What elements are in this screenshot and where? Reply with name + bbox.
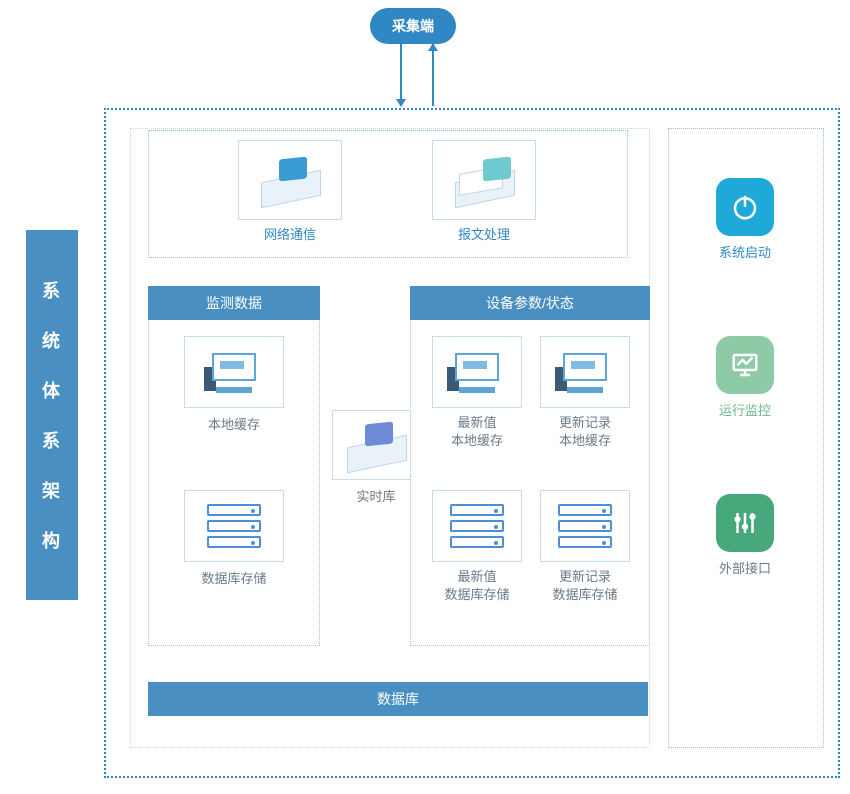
update-cache-card (540, 336, 630, 408)
local-cache-label: 本地缓存 (160, 416, 308, 434)
sidebar-title: 系 统 体 系 架 构 (26, 230, 78, 600)
update-db-label: 更新记录 数据库存储 (530, 568, 640, 604)
latest-db-card (432, 490, 522, 562)
monitor-data-title-bar: 监测数据 (148, 286, 320, 320)
db-store-card (184, 490, 284, 562)
external-interface-icon (716, 494, 774, 552)
monitor-icon (206, 351, 262, 393)
update-db-card (540, 490, 630, 562)
collector-pill: 采集端 (370, 8, 456, 44)
chart-monitor-icon (730, 350, 760, 380)
monitor-icon (557, 351, 613, 393)
arrow-down-icon (400, 44, 402, 106)
db-store-label: 数据库存储 (160, 570, 308, 588)
latest-db-label: 最新值 数据库存储 (422, 568, 532, 604)
device-param-title-bar: 设备参数/状态 (410, 286, 650, 320)
server-icon (558, 500, 612, 552)
local-cache-card (184, 336, 284, 408)
realtime-card (332, 410, 420, 480)
message-proc-card (432, 140, 536, 220)
external-interface-label: 外部接口 (688, 560, 802, 578)
sliders-icon (730, 508, 760, 538)
system-start-label: 系统启动 (688, 244, 802, 262)
message-proc-label: 报文处理 (412, 226, 556, 244)
run-monitor-icon (716, 336, 774, 394)
network-comm-label: 网络通信 (218, 226, 362, 244)
server-icon (450, 500, 504, 552)
server-icon (207, 500, 261, 552)
system-start-icon (716, 178, 774, 236)
power-icon (730, 192, 760, 222)
collector-label: 采集端 (392, 18, 434, 34)
run-monitor-label: 运行监控 (688, 402, 802, 420)
network-comm-card (238, 140, 342, 220)
update-cache-label: 更新记录 本地缓存 (530, 414, 640, 450)
analytics-icon (341, 421, 411, 469)
latest-cache-card (432, 336, 522, 408)
laptop-doc-icon (449, 156, 519, 204)
latest-cache-label: 最新值 本地缓存 (422, 414, 532, 450)
database-bar: 数据库 (148, 682, 648, 716)
device-wifi-icon (255, 156, 325, 204)
monitor-icon (449, 351, 505, 393)
arrow-up-icon (432, 44, 434, 106)
